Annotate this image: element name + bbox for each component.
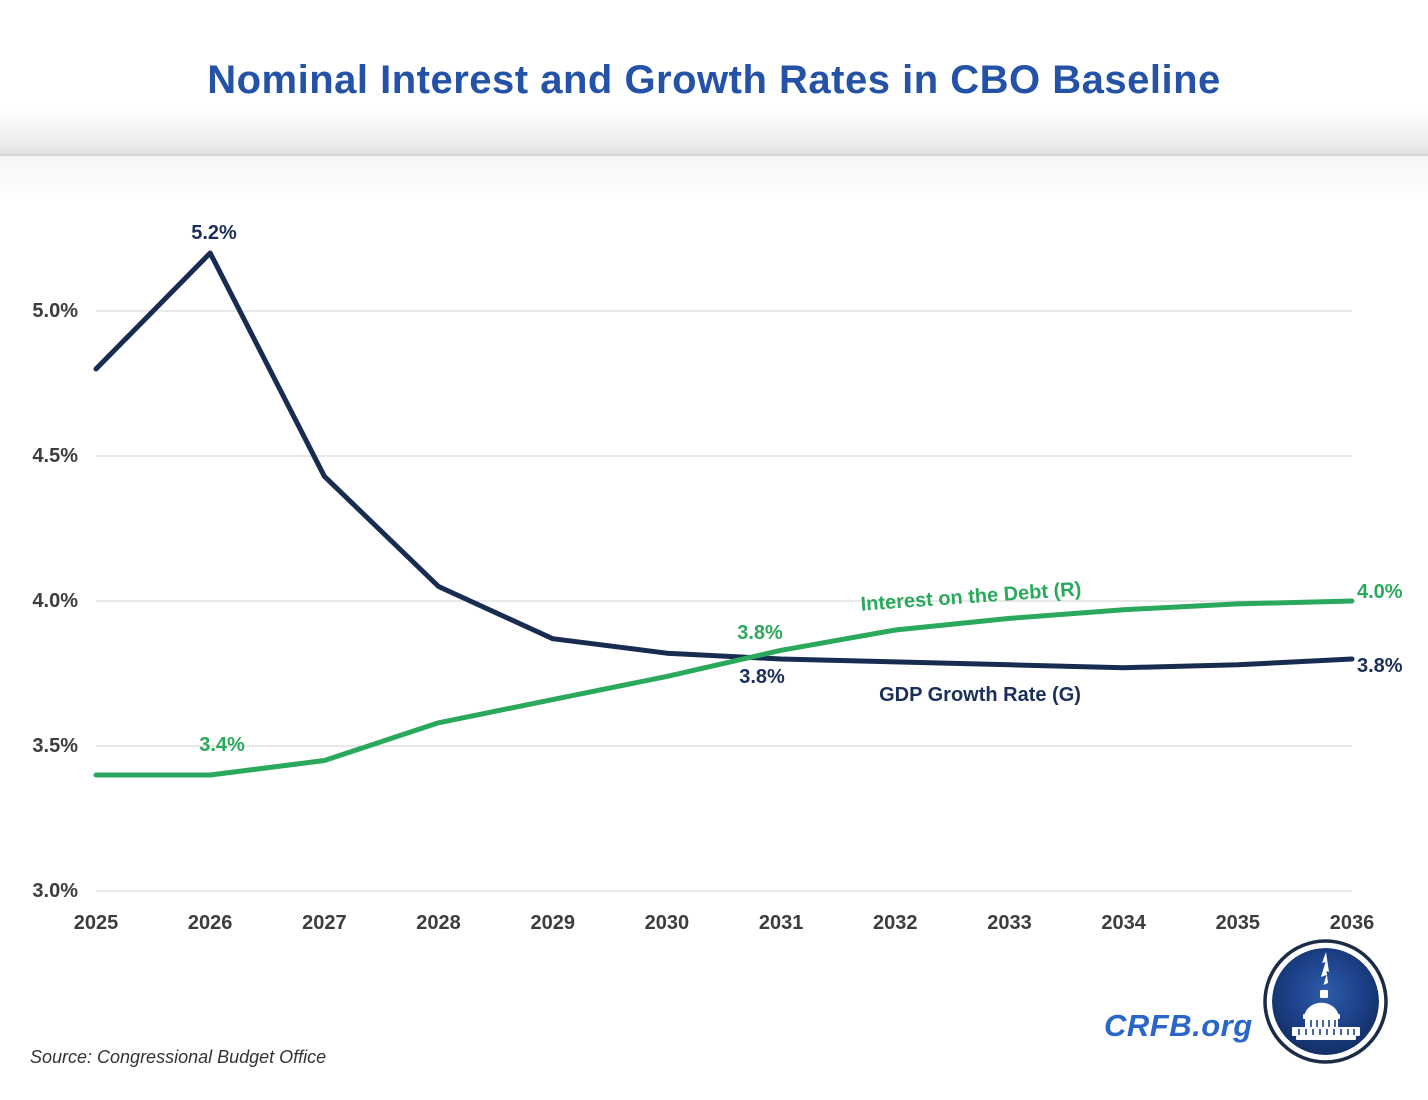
x-tick-label: 2030	[644, 912, 690, 934]
y-tick-label: 3.5%	[32, 735, 78, 757]
crfb-org-link[interactable]: CRFB.org	[1104, 1008, 1253, 1043]
annotation-gdp-peak: 5.2%	[191, 222, 237, 244]
series-label-interest: Interest on the Debt (R)	[859, 578, 1083, 616]
series-line-interest	[93, 598, 1355, 778]
y-tick-label: 3.0%	[32, 880, 78, 902]
x-tick-label: 2034	[1101, 912, 1146, 934]
x-tick-label: 2033	[987, 912, 1032, 934]
x-tick-label: 2031	[758, 912, 804, 934]
annotation-interest-end: 4.0%	[1357, 581, 1403, 603]
annotation-interest-start: 3.4%	[199, 734, 245, 756]
source-note: Source: Congressional Budget Office	[30, 1047, 327, 1067]
x-tick-label: 2028	[416, 912, 461, 934]
chart-title: Nominal Interest and Growth Rates in CBO…	[207, 58, 1221, 102]
x-tick-label: 2036	[1329, 912, 1375, 934]
logo-white-ring	[1266, 942, 1385, 1061]
y-tick-label: 4.0%	[32, 590, 78, 612]
header-gradient-fade	[0, 156, 1428, 200]
x-tick-label: 2026	[187, 912, 233, 934]
annotation-gdp-end: 3.8%	[1357, 655, 1403, 677]
series-label-gdp: GDP Growth Rate (G)	[879, 684, 1081, 706]
statue-icon	[1321, 952, 1329, 985]
annotation-gdp-cross: 3.8%	[739, 666, 785, 688]
capitol-building-icon	[1292, 952, 1360, 1040]
x-tick-label: 2027	[302, 912, 347, 934]
y-tick-label: 4.5%	[32, 445, 78, 467]
capitol-columns	[1298, 1020, 1355, 1035]
logo-outer-ring	[1263, 939, 1388, 1064]
x-tick-label: 2025	[73, 912, 119, 934]
series-line-gdp	[93, 250, 1355, 671]
y-tick-label: 5.0%	[32, 300, 78, 322]
crfb-capitol-logo	[1263, 939, 1388, 1064]
annotation-interest-cross: 3.8%	[737, 622, 783, 644]
x-tick-label: 2035	[1215, 912, 1261, 934]
x-tick-label: 2029	[530, 912, 575, 934]
header-gradient-band	[0, 110, 1428, 156]
x-tick-label: 2032	[873, 912, 918, 934]
